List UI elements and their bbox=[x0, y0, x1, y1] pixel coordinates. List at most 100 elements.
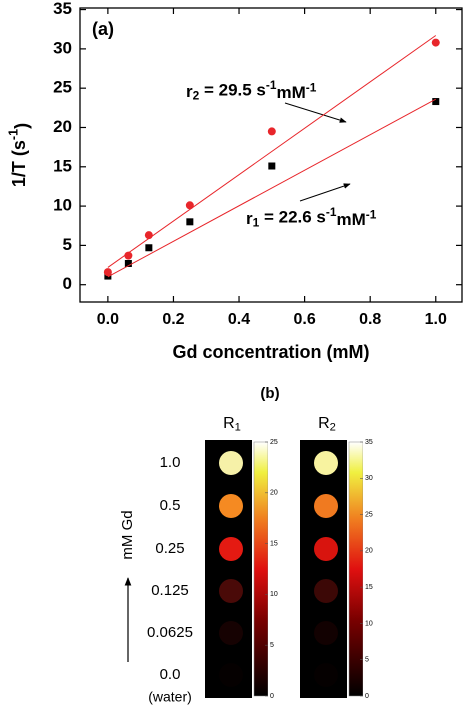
colorbar bbox=[348, 441, 364, 697]
annotation-part: mM bbox=[336, 210, 365, 229]
axis-label: mM Gd bbox=[119, 510, 136, 559]
annotation-part: 1 bbox=[253, 216, 260, 230]
annotation-part: = 22.6 s bbox=[259, 208, 326, 227]
sample-spot bbox=[219, 494, 243, 518]
sample-spot bbox=[314, 663, 338, 687]
y-tick-label: 35 bbox=[53, 0, 72, 18]
colorbar-tick-label: 35 bbox=[365, 439, 373, 446]
column-header-part: R bbox=[223, 415, 235, 432]
sample-spot bbox=[219, 621, 243, 645]
sample-spot bbox=[314, 494, 338, 518]
data-point bbox=[124, 251, 133, 260]
y-tick-label: 30 bbox=[53, 38, 72, 57]
colorbar-tick-label: 0 bbox=[270, 693, 274, 700]
panel-label: (b) bbox=[260, 385, 279, 402]
sample-spot bbox=[219, 579, 243, 603]
data-point bbox=[431, 38, 440, 47]
row-label: 0.125 bbox=[151, 582, 189, 599]
annotation: r2 = 29.5 s-1mM-1 bbox=[186, 78, 317, 102]
x-tick-label: 0.2 bbox=[162, 311, 184, 328]
row-note: (water) bbox=[148, 689, 192, 705]
x-tick-label: 0.0 bbox=[97, 311, 119, 328]
row-label: 1.0 bbox=[160, 454, 181, 471]
row-label: 0.25 bbox=[155, 540, 184, 557]
colorbar-tick-label: 25 bbox=[365, 511, 373, 518]
colorbar-tick-label: 5 bbox=[365, 657, 369, 664]
annotation-part: -1 bbox=[306, 81, 317, 95]
annotation-arrow bbox=[299, 183, 351, 202]
row-label: 0.0 bbox=[160, 666, 181, 683]
annotation-arrow bbox=[284, 102, 347, 123]
y-tick-label: 15 bbox=[53, 156, 72, 175]
annotation: r1 = 22.6 s-1mM-1 bbox=[246, 205, 377, 229]
row-label: 0.0625 bbox=[147, 624, 193, 641]
column-header-part: R bbox=[318, 415, 330, 432]
colorbar-tick-label: 10 bbox=[365, 620, 373, 627]
image-background bbox=[300, 440, 347, 698]
colorbar-tick-label: 15 bbox=[365, 584, 373, 591]
x-axis-title: Gd concentration (mM) bbox=[173, 342, 370, 362]
fit-line bbox=[107, 35, 437, 268]
data-point bbox=[145, 244, 153, 252]
y-axis-title-part: 1/T (s bbox=[9, 140, 29, 187]
data-point bbox=[267, 127, 276, 136]
colorbar bbox=[253, 441, 269, 697]
colorbar-tick-label: 20 bbox=[365, 548, 373, 555]
colorbar-tick-label: 10 bbox=[270, 591, 278, 598]
sample-spot bbox=[314, 579, 338, 603]
sample-spot bbox=[314, 537, 338, 561]
annotation-part: mM bbox=[276, 83, 305, 102]
y-axis-title: 1/T (s-1) bbox=[7, 123, 32, 187]
annotation-part: -1 bbox=[366, 208, 377, 222]
annotation-part: r bbox=[186, 82, 193, 101]
sample-spot bbox=[314, 621, 338, 645]
colorbar-tick-label: 15 bbox=[270, 540, 278, 547]
plot-frame bbox=[79, 7, 463, 303]
annotation-part: 2 bbox=[193, 89, 200, 103]
column-header: R1 bbox=[223, 415, 241, 433]
data-point bbox=[124, 259, 132, 267]
data-point bbox=[268, 162, 276, 170]
data-point bbox=[185, 201, 194, 210]
fit-line bbox=[107, 98, 437, 278]
annotation-part: = 29.5 s bbox=[199, 81, 266, 100]
data-point bbox=[432, 98, 440, 106]
sample-spot bbox=[314, 451, 338, 475]
x-tick-label: 0.4 bbox=[228, 311, 250, 328]
y-tick-label: 10 bbox=[53, 196, 72, 215]
x-tick-label: 0.8 bbox=[359, 311, 381, 328]
y-tick-label: 25 bbox=[53, 78, 72, 97]
panel-label: (a) bbox=[92, 19, 114, 39]
colorbar-tick-label: 25 bbox=[270, 439, 278, 446]
sample-spot bbox=[219, 537, 243, 561]
image-background bbox=[205, 440, 252, 698]
x-axis-title-part: Gd concentration (mM) bbox=[173, 342, 370, 362]
y-tick-label: 5 bbox=[63, 235, 72, 254]
colorbar-label-area bbox=[268, 440, 280, 698]
column-header-part: 2 bbox=[330, 421, 336, 433]
y-axis-title-part: -1 bbox=[7, 129, 21, 140]
colorbar-tick-label: 5 bbox=[270, 642, 274, 649]
column-header-part: 1 bbox=[235, 421, 241, 433]
data-point bbox=[103, 268, 112, 277]
annotation-part: -1 bbox=[326, 205, 337, 219]
x-tick-label: 0.6 bbox=[293, 311, 315, 328]
x-tick-label: 1.0 bbox=[425, 311, 447, 328]
sample-spot bbox=[219, 451, 243, 475]
row-label: 0.5 bbox=[160, 497, 181, 514]
y-tick-label: 20 bbox=[53, 117, 72, 136]
y-tick-label: 0 bbox=[63, 274, 72, 293]
colorbar-label-area bbox=[363, 440, 375, 698]
colorbar-tick-label: 30 bbox=[365, 475, 373, 482]
y-axis-title-part: ) bbox=[11, 123, 31, 129]
sample-spot bbox=[219, 663, 243, 687]
column-header: R2 bbox=[318, 415, 336, 433]
annotation-part: r bbox=[246, 209, 253, 228]
colorbar-tick-label: 20 bbox=[270, 490, 278, 497]
annotation-part: -1 bbox=[266, 78, 277, 92]
data-point bbox=[186, 218, 194, 226]
colorbar-tick-label: 0 bbox=[365, 693, 369, 700]
